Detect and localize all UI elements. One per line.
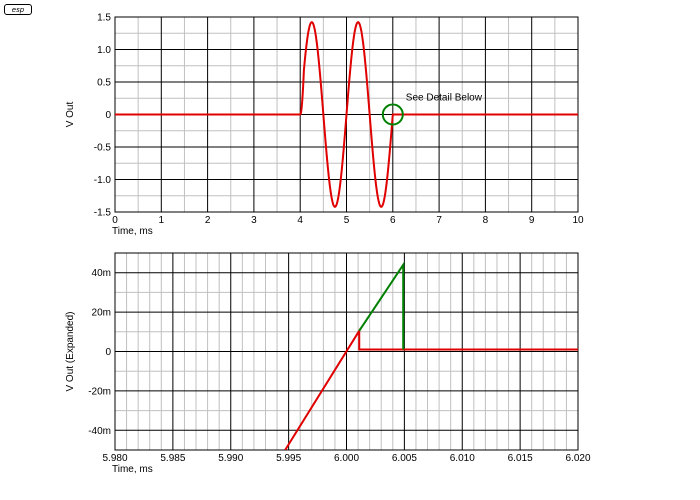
x-tick-label: 9	[529, 215, 535, 226]
series-line-red	[115, 21, 578, 208]
bottom-x-axis-label: Time, ms	[112, 464, 153, 475]
x-tick-label: 0	[112, 215, 118, 226]
series-line-red	[284, 327, 578, 450]
x-tick-label: 5.995	[276, 453, 301, 464]
annotation-text: See Detail Below	[406, 93, 483, 104]
x-tick-label: 6	[390, 215, 396, 226]
x-tick-label: 5.980	[102, 453, 127, 464]
y-tick-label: 0	[105, 110, 111, 121]
x-tick-label: 10	[572, 215, 584, 226]
x-tick-label: 1	[159, 215, 165, 226]
y-tick-label: -20m	[88, 386, 111, 397]
y-tick-label: 0.5	[97, 78, 111, 89]
bottom-chart: 5.980 5.985 5.990 5.995 6.000 6.005 6.010 6.015…	[65, 252, 591, 475]
y-tick-label: -0.5	[94, 143, 112, 154]
bottom-y-axis-label: V Out (Expanded)	[65, 311, 76, 391]
x-tick-label: 6.015	[508, 453, 533, 464]
x-tick-label: 2	[205, 215, 211, 226]
x-tick-label: 8	[483, 215, 489, 226]
x-tick-label: 5	[344, 215, 350, 226]
x-tick-label: 3	[251, 215, 257, 226]
x-tick-label: 5.985	[160, 453, 185, 464]
x-tick-label: 6.020	[565, 453, 590, 464]
top-y-axis-label: V Out	[65, 102, 76, 128]
y-tick-label: 1.0	[97, 45, 111, 56]
y-tick-label: -1.0	[94, 175, 112, 186]
x-tick-label: 4	[297, 215, 303, 226]
y-tick-label: 40m	[92, 268, 111, 279]
y-tick-label: 1.5	[97, 13, 111, 24]
y-tick-label: 20m	[92, 308, 111, 319]
plot-frame	[114, 252, 579, 451]
detail-marker-circle	[381, 103, 404, 126]
x-tick-label: 6.000	[334, 453, 359, 464]
esp-logo: esp	[4, 4, 32, 15]
y-tick-label: 0	[105, 347, 111, 358]
y-tick-label: -40m	[88, 426, 111, 437]
y-tick-label: -1.5	[94, 208, 112, 219]
x-tick-label: 5.990	[218, 453, 243, 464]
x-tick-label: 6.010	[450, 453, 475, 464]
top-x-axis-label: Time, ms	[112, 226, 153, 237]
x-tick-label: 6.005	[392, 453, 417, 464]
x-tick-label: 7	[436, 215, 442, 226]
top-chart: 0 1 2 3 4 5 6 7 8 9 10 1.5 1.0 0.5 0 -0.5 -1.0 -1.5 See D…	[65, 13, 584, 238]
series-line-green	[358, 261, 405, 350]
